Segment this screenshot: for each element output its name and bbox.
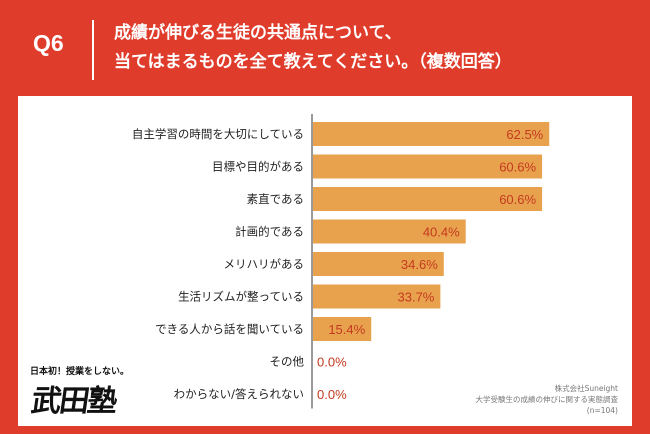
source-sample: (n=104) <box>586 406 618 415</box>
category-label: 生活リズムが整っている <box>178 290 304 304</box>
category-label: 素直である <box>247 192 304 206</box>
header: Q6 成績が伸びる生徒の共通点について、 当てはまるものを全て教えてください。（… <box>0 0 650 96</box>
source-company: 株式会社Suneight <box>554 384 618 393</box>
bar <box>313 187 543 211</box>
bar <box>313 284 441 309</box>
question-line-1: 成績が伸びる生徒の共通点について、 <box>114 23 402 43</box>
source-note: 株式会社Suneight 大学受験生の成績の伸びに関する実態調査 (n=104) <box>476 383 619 416</box>
logo-name: 武田塾 <box>29 384 118 419</box>
bar <box>313 317 372 341</box>
category-label: その他 <box>270 355 305 369</box>
question-text: 成績が伸びる生徒の共通点について、 当てはまるものを全て教えてください。（複数回… <box>114 19 512 77</box>
value-label: 60.6% <box>499 160 536 175</box>
header-divider <box>92 20 94 80</box>
category-label: メリハリがある <box>224 257 305 271</box>
question-line-2: 当てはまるものを全て教えてください。（複数回答） <box>114 52 512 72</box>
category-label: できる人から話を聞いている <box>155 322 304 336</box>
category-label: 計画的である <box>235 225 304 239</box>
bar <box>313 252 444 276</box>
value-label: 0.0% <box>317 355 347 370</box>
value-label: 0.0% <box>317 387 347 402</box>
value-label: 33.7% <box>398 290 435 305</box>
category-label: わからない/答えられない <box>174 387 304 401</box>
category-label: 目標や目的がある <box>212 160 304 174</box>
category-label: 自主学習の時間を大切にしている <box>132 127 304 141</box>
bar <box>313 219 466 244</box>
value-label: 34.6% <box>401 257 438 272</box>
value-label: 62.5% <box>506 127 543 142</box>
value-label: 15.4% <box>328 322 365 337</box>
logo-tagline: 日本初！授業をしない。 <box>30 367 130 377</box>
bar-chart: 自主学習の時間を大切にしている 62.5% 目標や目的がある 60.6% 素直である 60… <box>132 114 550 409</box>
source-survey: 大学受験生の成績の伸びに関する実態調査 <box>475 395 619 404</box>
takedajuku-logo: 日本初！授業をしない。 武田塾 <box>28 364 152 424</box>
value-label: 40.4% <box>423 225 460 240</box>
question-number: Q6 <box>33 30 64 56</box>
value-label: 60.6% <box>499 192 536 207</box>
bar <box>313 122 550 146</box>
bar <box>313 154 543 179</box>
chart-panel: 自主学習の時間を大切にしている 62.5% 目標や目的がある 60.6% 素直である 60… <box>18 96 632 426</box>
